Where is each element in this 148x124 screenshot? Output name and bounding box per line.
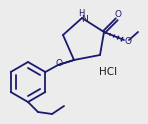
Text: O: O (114, 10, 121, 19)
Text: H: H (78, 10, 84, 18)
Text: N: N (82, 15, 88, 24)
Text: O: O (56, 59, 63, 67)
Text: O: O (124, 36, 132, 46)
Text: HCl: HCl (99, 67, 117, 77)
